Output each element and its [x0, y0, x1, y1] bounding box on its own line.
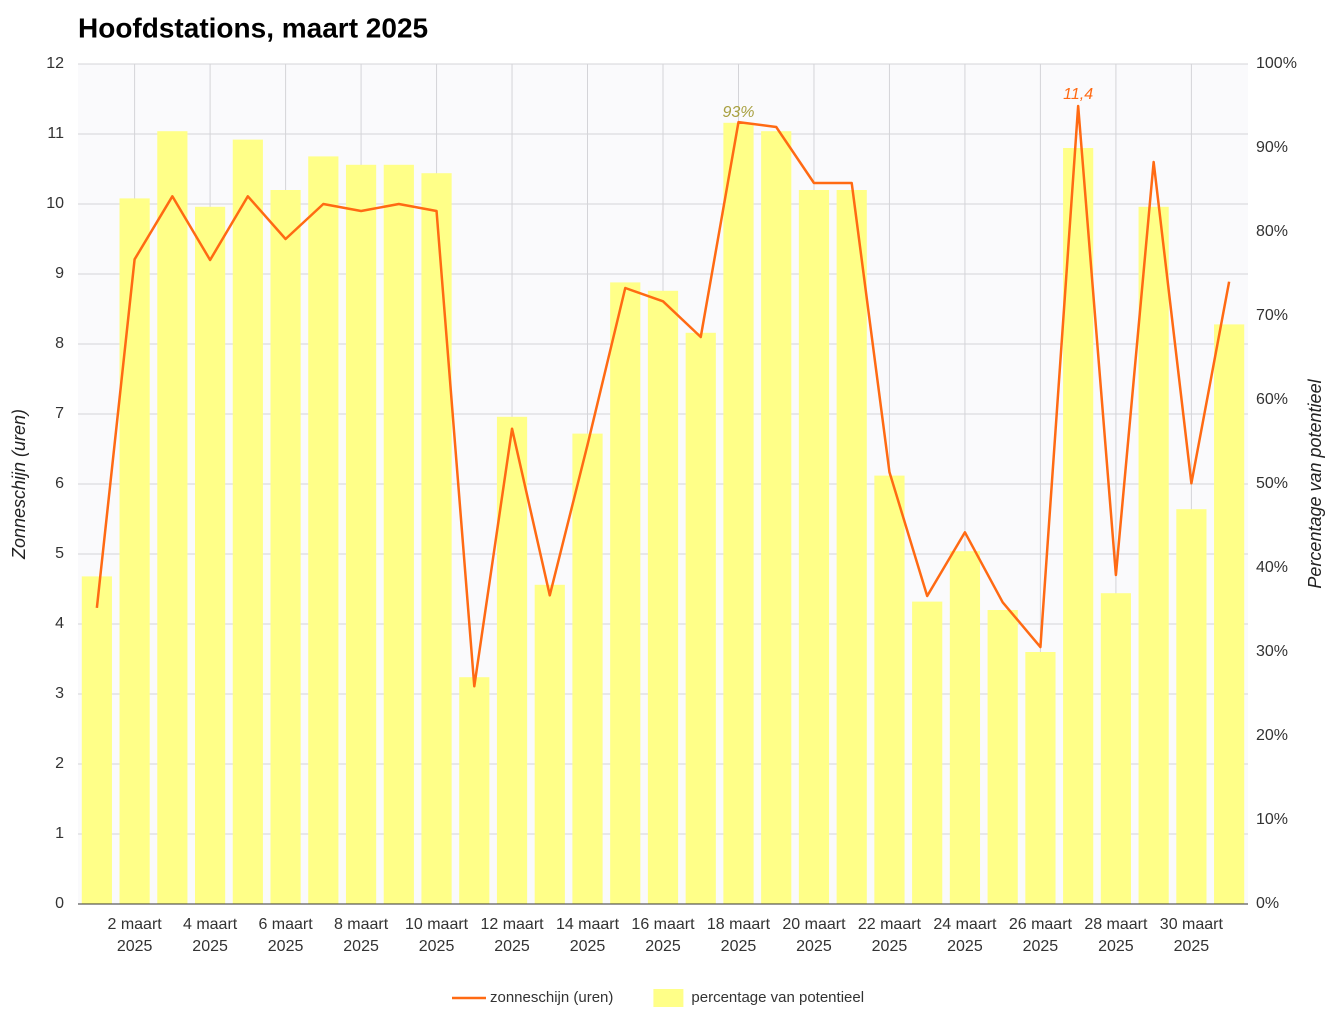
bar: [270, 190, 301, 904]
x-tick-label: 26 maart 2025: [1008, 916, 1072, 955]
y-axis-title: Zonneschijn (uren): [9, 409, 29, 560]
bar: [1138, 206, 1169, 905]
x-tick-label: 10 maart 2025: [404, 916, 469, 955]
y2-tick-label: 50%: [1256, 475, 1288, 492]
x-tick-label: 20 maart 2025: [782, 916, 846, 955]
y-tick-label: 7: [55, 405, 64, 422]
y-tick-label: 5: [55, 545, 64, 562]
y2-tick-label: 20%: [1256, 727, 1288, 744]
y-tick-label: 10: [46, 195, 64, 212]
y-tick-label: 0: [55, 895, 64, 912]
x-tick-label: 2 maart 2025: [107, 916, 162, 955]
bar: [912, 601, 943, 904]
y2-tick-label: 10%: [1256, 811, 1288, 828]
x-tick-label: 6 maart 2025: [258, 916, 313, 955]
chart-title: Hoofdstations, maart 2025: [78, 12, 428, 43]
x-tick-label: 12 maart 2025: [480, 916, 544, 955]
x-tick-label: 28 maart 2025: [1084, 916, 1148, 955]
bar: [345, 164, 377, 905]
legend-label: percentage van potentieel: [691, 989, 864, 1006]
bar: [81, 576, 112, 904]
bar: [836, 190, 867, 904]
y-tick-label: 9: [55, 265, 64, 282]
bar: [610, 282, 641, 904]
y-tick-label: 2: [55, 755, 64, 772]
bar: [119, 198, 150, 904]
y2-tick-label: 60%: [1256, 391, 1288, 408]
y2-tick-label: 90%: [1256, 139, 1288, 156]
bar: [723, 122, 754, 905]
bar: [459, 677, 490, 904]
legend-label: zonneschijn (uren): [490, 989, 613, 1006]
y2-axis-title: Percentage van potentieel: [1305, 378, 1325, 588]
y2-tick-label: 70%: [1256, 307, 1288, 324]
bar: [572, 433, 603, 904]
y-tick-label: 4: [55, 615, 64, 632]
x-tick-label: 16 maart 2025: [631, 916, 695, 955]
bar: [232, 139, 263, 905]
y-tick-label: 3: [55, 685, 64, 702]
y-tick-label: 11: [47, 125, 64, 142]
y-tick-label: 6: [55, 475, 64, 492]
bar: [987, 610, 1018, 904]
x-tick-label: 14 maart 2025: [555, 916, 620, 955]
bar: [1025, 652, 1056, 904]
bar: [1063, 148, 1094, 904]
x-tick-label: 24 maart 2025: [933, 916, 997, 955]
y2-tick-label: 80%: [1256, 223, 1288, 240]
bar: [496, 416, 528, 904]
y-tick-label: 8: [55, 335, 64, 352]
y2-tick-label: 100%: [1256, 55, 1297, 72]
x-tick-label: 8 maart 2025: [333, 916, 389, 955]
bar: [1214, 324, 1245, 904]
bar: [534, 584, 565, 904]
bar: [761, 131, 792, 904]
bar: [647, 290, 679, 904]
bar: [798, 190, 830, 904]
data-label: 11,4: [1063, 86, 1093, 103]
y-tick-label: 12: [46, 55, 64, 72]
bar: [949, 551, 981, 904]
x-tick-label: 30 maart 2025: [1159, 916, 1223, 955]
bar: [383, 164, 414, 905]
bar: [195, 206, 226, 905]
y2-tick-label: 30%: [1256, 643, 1288, 660]
bar: [308, 156, 339, 904]
y2-tick-label: 40%: [1256, 559, 1288, 576]
data-label: 93%: [722, 104, 754, 121]
x-tick-label: 22 maart 2025: [857, 916, 921, 955]
x-tick-label: 4 maart 2025: [182, 916, 238, 955]
x-tick-label: 18 maart 2025: [706, 916, 771, 955]
y-tick-label: 1: [55, 825, 64, 842]
bar: [1100, 593, 1131, 904]
bar: [157, 131, 188, 904]
bar: [421, 173, 452, 904]
line: [95, 104, 1231, 688]
bar: [685, 332, 716, 904]
y2-tick-label: 0%: [1256, 895, 1279, 912]
bar: [1176, 509, 1207, 904]
bar: [874, 475, 905, 904]
legend-swatch: [653, 989, 684, 1007]
